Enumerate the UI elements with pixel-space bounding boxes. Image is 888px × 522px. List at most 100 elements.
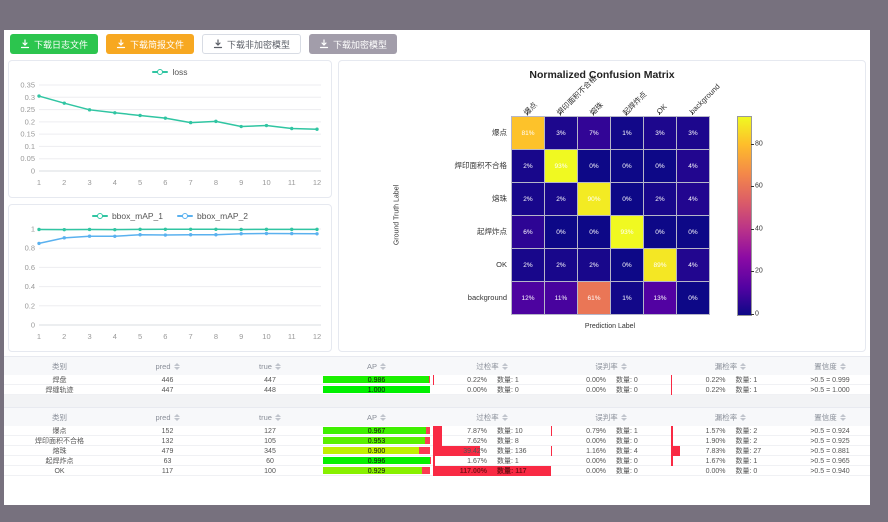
- svg-text:0.6: 0.6: [25, 263, 35, 272]
- rate-count: 数量: 1: [735, 377, 758, 384]
- matrix-cell: 93%: [611, 216, 644, 249]
- col-header-ap[interactable]: AP: [320, 413, 433, 422]
- cell-confidence: >0.5 = 0.999: [810, 376, 850, 384]
- cell-miss-rate: 0.22% 数量: 1: [671, 375, 790, 385]
- legend-label: bbox_mAP_2: [197, 211, 249, 221]
- svg-text:2: 2: [62, 332, 66, 341]
- col-header-label: 类别: [52, 361, 67, 371]
- download-report-button[interactable]: 下载简报文件: [106, 34, 195, 54]
- matrix-cell: 0%: [545, 216, 578, 249]
- col-header-pred[interactable]: pred: [115, 413, 220, 422]
- cell-class: 起焊炸点: [45, 458, 74, 465]
- rate-percent: 0.00%: [586, 386, 606, 394]
- svg-text:4: 4: [113, 332, 117, 341]
- svg-text:3: 3: [87, 178, 91, 187]
- cell-misjudge-rate: 1.16% 数量: 4: [551, 446, 671, 456]
- col-header-true[interactable]: true: [220, 362, 320, 371]
- legend-item-loss[interactable]: loss: [152, 67, 188, 77]
- rate-percent: 0.00%: [705, 467, 726, 475]
- col-header-conf[interactable]: 置信度: [790, 412, 870, 423]
- rate-count: 数量: 1: [616, 428, 638, 435]
- colorbar: [737, 116, 752, 316]
- cell-misjudge-rate: 0.00% 数量: 0: [551, 436, 671, 446]
- svg-text:0.25: 0.25: [20, 105, 35, 114]
- matrix-cell: 2%: [545, 183, 578, 216]
- rate-count: 数量: 1: [497, 458, 519, 465]
- cell-miss-rate: 0.22% 数量: 1: [671, 385, 790, 395]
- rate-count: 数量: 0: [735, 468, 758, 475]
- sort-caret-icon[interactable]: [501, 413, 508, 421]
- cell-confidence: >0.5 = 0.925: [810, 437, 850, 445]
- cell-true: 100: [264, 467, 276, 475]
- svg-text:10: 10: [262, 332, 270, 341]
- legend-label: bbox_mAP_1: [111, 211, 163, 221]
- matrix-cell: 3%: [545, 117, 578, 150]
- table-header-row: 类别 pred true AP 过检率 误判率 漏检率 置信度: [4, 357, 870, 375]
- col-header-pred[interactable]: pred: [115, 362, 220, 371]
- rate-count: 数量: 1: [735, 387, 758, 394]
- sort-caret-icon[interactable]: [380, 362, 386, 370]
- col-header-conf[interactable]: 置信度: [790, 361, 870, 372]
- rate-count: 数量: 8: [497, 438, 519, 445]
- sort-caret-icon[interactable]: [839, 362, 846, 370]
- sort-caret-icon[interactable]: [740, 362, 747, 370]
- col-header-over[interactable]: 过检率: [433, 361, 551, 372]
- ap-value: 0.953: [367, 437, 386, 445]
- matrix-row-label: 爆点: [492, 128, 507, 137]
- legend-item-bbox_mAP_2[interactable]: bbox_mAP_2: [177, 211, 248, 221]
- legend-label: loss: [172, 67, 188, 77]
- cell-misjudge-rate: 0.00% 数量: 0: [551, 466, 671, 476]
- sort-caret-icon[interactable]: [740, 413, 747, 421]
- col-header-mis[interactable]: 误判率: [551, 412, 671, 423]
- rate-count: 数量: 2: [735, 438, 758, 445]
- sort-caret-icon[interactable]: [620, 413, 627, 421]
- download-unencrypted-model-button[interactable]: 下载非加密模型: [202, 34, 302, 54]
- col-header-label: 置信度: [814, 361, 837, 371]
- col-header-true[interactable]: true: [220, 413, 320, 422]
- matrix-cell: 2%: [512, 183, 545, 216]
- col-header-label: AP: [366, 361, 377, 371]
- rate-percent: 0.22%: [467, 376, 487, 384]
- col-header-ap[interactable]: AP: [320, 362, 433, 371]
- cell-true: 345: [264, 447, 276, 455]
- rate-percent: 0.00%: [586, 457, 606, 465]
- matrix-cell: 93%: [545, 150, 578, 183]
- sort-caret-icon[interactable]: [173, 362, 180, 370]
- col-header-mis[interactable]: 误判率: [551, 361, 671, 372]
- cell-confidence: >0.5 = 1.000: [810, 386, 850, 394]
- sort-caret-icon[interactable]: [274, 413, 281, 421]
- download-log-button[interactable]: 下载日志文件: [10, 34, 99, 54]
- rate-bar: [433, 446, 480, 456]
- col-header-miss[interactable]: 漏检率: [671, 361, 790, 372]
- ap-value: 0.996: [367, 457, 386, 465]
- legend-item-bbox_mAP_1[interactable]: bbox_mAP_1: [91, 211, 163, 221]
- rate-percent: 0.00%: [586, 376, 606, 384]
- colorbar-tick-mark: [751, 186, 754, 188]
- sort-caret-icon[interactable]: [274, 362, 281, 370]
- loss-chart: 00.050.10.150.20.250.30.351 2 3 4 5 6 7 8 9 10 11 1…: [20, 81, 321, 188]
- download-report-label: 下载简报文件: [130, 39, 185, 50]
- table-row: 焊印面积不合格 132 105 0.953 7.62% 数量: 8 0.00% 数量: 0 1.…: [4, 436, 870, 446]
- col-header-miss[interactable]: 漏检率: [671, 412, 790, 423]
- sort-caret-icon[interactable]: [380, 413, 386, 421]
- table-row: 爆点 152 127 0.967 7.87% 数量: 10 0.79% 数量: 1 1.57% 数…: [4, 426, 870, 436]
- rate-bar: [433, 456, 435, 466]
- svg-text:1: 1: [37, 332, 41, 341]
- charts-column: loss 0 0.05 0.1 0.15 0.2 0.25 0.3 0.35 1 2 3 4 5 6 7 8 9…: [8, 60, 332, 352]
- matrix-row-label: 起焊炸点: [477, 227, 507, 236]
- sort-caret-icon[interactable]: [501, 362, 508, 370]
- col-header-label: true: [259, 361, 272, 371]
- rate-bar: [671, 456, 673, 466]
- col-header-label: true: [259, 412, 272, 422]
- metrics-table-2: 类别 pred true AP 过检率 误判率 漏检率 置信度 爆点 152 127 0.967 7.8…: [4, 407, 870, 476]
- sort-caret-icon[interactable]: [173, 413, 180, 421]
- svg-text:3: 3: [87, 332, 91, 341]
- colorbar-tick-label: 60: [755, 182, 763, 190]
- sort-caret-icon[interactable]: [839, 413, 846, 421]
- svg-text:0: 0: [31, 321, 35, 330]
- sort-caret-icon[interactable]: [620, 362, 627, 370]
- col-header-over[interactable]: 过检率: [433, 412, 551, 423]
- download-encrypted-model-button[interactable]: 下载加密模型: [309, 34, 398, 54]
- ap-value: 1.000: [367, 386, 386, 394]
- cell-confidence: >0.5 = 0.940: [810, 467, 850, 475]
